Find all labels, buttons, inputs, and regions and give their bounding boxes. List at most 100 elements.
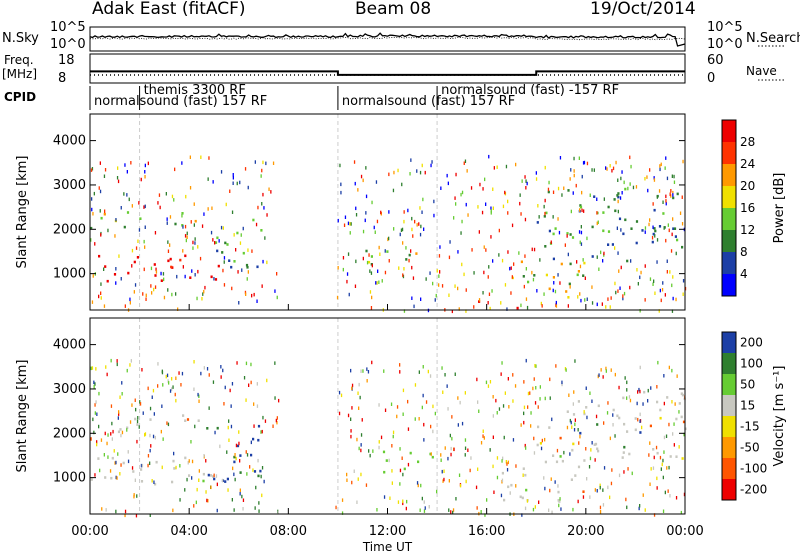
velocity-sparse-cell <box>233 472 235 477</box>
power-sparse-cell <box>145 297 147 301</box>
power-sparse-cell <box>384 249 386 253</box>
power-sparse-cell <box>104 209 106 213</box>
power-scatter-cell <box>90 226 93 230</box>
velocity-scatter-cell <box>403 467 406 471</box>
power-sparse-cell <box>644 230 646 234</box>
power-sparse-cell <box>570 209 572 214</box>
velocity-sparse-cell <box>119 472 121 476</box>
velocity-sparse-cell <box>647 399 649 403</box>
power-sparse-cell <box>518 251 520 255</box>
velocity-sparse-cell <box>573 390 575 394</box>
noise-ytick-left: 10^5 <box>50 20 86 35</box>
velocity-sparse-cell <box>465 479 467 484</box>
power-sparse-cell <box>124 163 126 167</box>
velocity-sparse-cell <box>612 423 614 427</box>
power-sparse-cell <box>460 192 462 197</box>
power-sparse-cell <box>524 217 527 222</box>
power-sparse-cell <box>627 186 629 191</box>
power-sparse-cell <box>621 170 623 174</box>
power-sparse-cell <box>424 170 426 175</box>
power-sparse-cell <box>649 168 651 172</box>
velocity-sparse-cell <box>191 476 193 480</box>
power-sparse-cell <box>403 309 406 313</box>
power-sparse-cell <box>211 206 213 210</box>
power-sparse-cell <box>665 194 667 199</box>
velocity-sparse-cell <box>353 469 355 473</box>
velocity-ylabel: Slant Range [km] <box>15 360 30 473</box>
power-scatter-cell <box>552 232 555 236</box>
power-sparse-cell <box>90 168 93 172</box>
velocity-sparse-cell <box>246 472 248 476</box>
velocity-sparse-cell <box>347 413 350 418</box>
power-scatter-cell <box>214 278 218 281</box>
velocity-sparse-cell <box>378 445 380 450</box>
power-sparse-cell <box>402 241 404 245</box>
power-sparse-cell <box>182 249 184 253</box>
power-scatter-cell <box>653 227 656 230</box>
velocity-scatter-cell <box>583 412 586 416</box>
velocity-scatter-cell <box>507 485 510 489</box>
velocity-sparse-cell <box>423 500 425 504</box>
power-sparse-cell <box>245 292 247 296</box>
power-sparse-cell <box>167 249 170 253</box>
velocity-sparse-cell <box>680 510 682 515</box>
power-sparse-cell <box>347 252 350 256</box>
power-sparse-cell <box>412 276 415 280</box>
power-scatter-cell <box>106 279 109 283</box>
velocity-sparse-cell <box>476 506 478 510</box>
power-sparse-cell <box>600 250 602 255</box>
velocity-sparse-cell <box>428 505 430 509</box>
velocity-sparse-cell <box>93 380 95 385</box>
power-colorbar-frame <box>721 119 737 297</box>
power-sparse-cell <box>656 238 659 242</box>
power-colorbar-label: Power [dB] <box>772 173 787 244</box>
power-sparse-cell <box>165 192 167 196</box>
velocity-sparse-cell <box>221 478 224 483</box>
power-colorbar-tick: 20 <box>740 179 755 193</box>
power-sparse-cell <box>247 248 249 252</box>
velocity-scatter-cell <box>621 456 624 459</box>
velocity-sparse-cell <box>181 371 184 376</box>
power-sparse-cell <box>429 271 431 275</box>
velocity-sparse-cell <box>663 435 666 440</box>
power-ytick-label: 1000 <box>53 267 86 282</box>
power-sparse-cell <box>544 198 546 203</box>
power-scatter-cell <box>179 258 182 262</box>
power-sparse-cell <box>196 296 198 301</box>
velocity-sparse-cell <box>172 385 174 389</box>
velocity-sparse-cell <box>405 506 407 511</box>
power-sparse-cell <box>603 251 605 256</box>
power-scatter-cell <box>611 243 614 246</box>
velocity-sparse-cell <box>423 509 426 513</box>
power-sparse-cell <box>671 174 673 178</box>
power-sparse-cell <box>388 236 390 241</box>
power-scatter-cell <box>624 218 627 222</box>
power-sparse-cell <box>593 168 595 172</box>
velocity-sparse-cell <box>612 413 614 417</box>
power-scatter-cell <box>230 265 233 269</box>
velocity-sparse-cell <box>469 468 471 473</box>
power-sparse-cell <box>207 177 209 181</box>
power-sparse-cell <box>262 192 264 197</box>
power-sparse-cell <box>606 167 608 171</box>
power-sparse-cell <box>490 235 492 239</box>
power-sparse-cell <box>603 197 605 201</box>
velocity-sparse-cell <box>254 506 256 510</box>
velocity-scatter-cell <box>90 478 93 481</box>
power-sparse-cell <box>276 272 278 276</box>
velocity-sparse-cell <box>560 507 562 511</box>
power-sparse-cell <box>369 269 371 273</box>
power-sparse-cell <box>374 230 376 234</box>
velocity-sparse-cell <box>207 499 209 503</box>
velocity-sparse-cell <box>598 373 600 377</box>
velocity-sparse-cell <box>492 464 494 469</box>
velocity-sparse-cell <box>623 470 625 474</box>
velocity-scatter-cell <box>382 450 386 454</box>
power-sparse-cell <box>526 181 528 186</box>
power-sparse-cell <box>357 188 359 192</box>
power-sparse-cell <box>617 209 619 214</box>
velocity-sparse-cell <box>585 386 587 390</box>
power-sparse-cell <box>596 255 598 259</box>
velocity-sparse-cell <box>665 434 668 438</box>
velocity-sparse-cell <box>527 391 530 396</box>
